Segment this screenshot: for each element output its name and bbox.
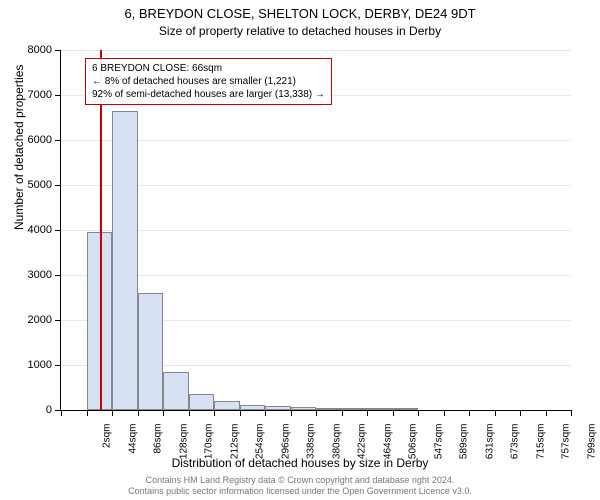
y-tick-label: 3000	[28, 269, 52, 281]
x-tick-label: 212sqm	[229, 424, 240, 474]
x-tick	[163, 410, 164, 416]
chart-area: 6 BREYDON CLOSE: 66sqm ← 8% of detached …	[60, 50, 570, 410]
annotation-line: 92% of semi-detached houses are larger (…	[92, 88, 325, 101]
histogram-bar	[163, 372, 189, 410]
y-tick-label: 8000	[28, 44, 52, 56]
histogram-bar	[393, 408, 419, 410]
x-tick	[316, 410, 317, 416]
chart-container: 6, BREYDON CLOSE, SHELTON LOCK, DERBY, D…	[0, 0, 600, 500]
title-sub: Size of property relative to detached ho…	[0, 24, 600, 38]
x-tick	[393, 410, 394, 416]
x-tick-label: 631sqm	[484, 424, 495, 474]
y-tick	[55, 50, 61, 51]
y-tick	[55, 185, 61, 186]
y-tick-label: 7000	[28, 89, 52, 101]
y-tick	[55, 95, 61, 96]
y-tick	[55, 275, 61, 276]
footer-line: Contains public sector information licen…	[0, 486, 600, 497]
x-tick	[495, 410, 496, 416]
x-tick	[291, 410, 292, 416]
y-tick-label: 5000	[28, 179, 52, 191]
x-tick	[520, 410, 521, 416]
x-tick	[61, 410, 62, 416]
x-tick-label: 296sqm	[280, 424, 291, 474]
x-tick-label: 128sqm	[178, 424, 189, 474]
x-tick-label: 86sqm	[153, 424, 164, 474]
gridline	[61, 140, 571, 141]
gridline	[61, 185, 571, 186]
x-tick	[546, 410, 547, 416]
x-tick	[444, 410, 445, 416]
x-tick	[469, 410, 470, 416]
x-tick	[189, 410, 190, 416]
y-tick	[55, 140, 61, 141]
y-tick-label: 4000	[28, 224, 52, 236]
histogram-bar	[138, 293, 164, 410]
x-tick	[240, 410, 241, 416]
x-tick	[112, 410, 113, 416]
histogram-bar	[214, 401, 240, 410]
x-tick-label: 422sqm	[357, 424, 368, 474]
annotation-box: 6 BREYDON CLOSE: 66sqm ← 8% of detached …	[85, 58, 332, 105]
y-tick-label: 6000	[28, 134, 52, 146]
gridline	[61, 275, 571, 276]
x-tick-label: 170sqm	[204, 424, 215, 474]
histogram-bar	[240, 405, 266, 410]
title-main: 6, BREYDON CLOSE, SHELTON LOCK, DERBY, D…	[0, 6, 600, 21]
footer: Contains HM Land Registry data © Crown c…	[0, 475, 600, 497]
histogram-bar	[342, 408, 368, 410]
x-tick-label: 757sqm	[561, 424, 572, 474]
x-tick-label: 254sqm	[255, 424, 266, 474]
histogram-bar	[189, 394, 215, 410]
histogram-bar	[367, 408, 393, 410]
footer-line: Contains HM Land Registry data © Crown c…	[0, 475, 600, 486]
annotation-line: ← 8% of detached houses are smaller (1,2…	[92, 75, 325, 88]
annotation-line: 6 BREYDON CLOSE: 66sqm	[92, 62, 325, 75]
x-tick-label: 673sqm	[510, 424, 521, 474]
x-tick	[87, 410, 88, 416]
y-tick	[55, 230, 61, 231]
x-tick	[418, 410, 419, 416]
x-tick	[342, 410, 343, 416]
x-tick-label: 338sqm	[306, 424, 317, 474]
x-tick	[138, 410, 139, 416]
x-tick-label: 2sqm	[102, 424, 113, 474]
histogram-bar	[112, 111, 138, 410]
x-tick-label: 715sqm	[535, 424, 546, 474]
y-tick	[55, 320, 61, 321]
histogram-bar	[291, 407, 317, 410]
x-tick-label: 44sqm	[127, 424, 138, 474]
y-tick-label: 2000	[28, 314, 52, 326]
histogram-bar	[265, 406, 291, 410]
x-tick-label: 799sqm	[586, 424, 597, 474]
x-tick-label: 589sqm	[459, 424, 470, 474]
x-tick	[214, 410, 215, 416]
x-tick-label: 506sqm	[408, 424, 419, 474]
y-tick	[55, 365, 61, 366]
gridline	[61, 230, 571, 231]
histogram-bar	[316, 408, 342, 410]
y-tick-label: 0	[46, 404, 52, 416]
x-tick-label: 464sqm	[382, 424, 393, 474]
y-tick-label: 1000	[28, 359, 52, 371]
gridline	[61, 50, 571, 51]
x-tick-label: 547sqm	[433, 424, 444, 474]
x-tick	[265, 410, 266, 416]
x-tick	[367, 410, 368, 416]
x-tick	[571, 410, 572, 416]
y-axis-title: Number of detached properties	[12, 65, 26, 230]
x-tick-label: 380sqm	[331, 424, 342, 474]
